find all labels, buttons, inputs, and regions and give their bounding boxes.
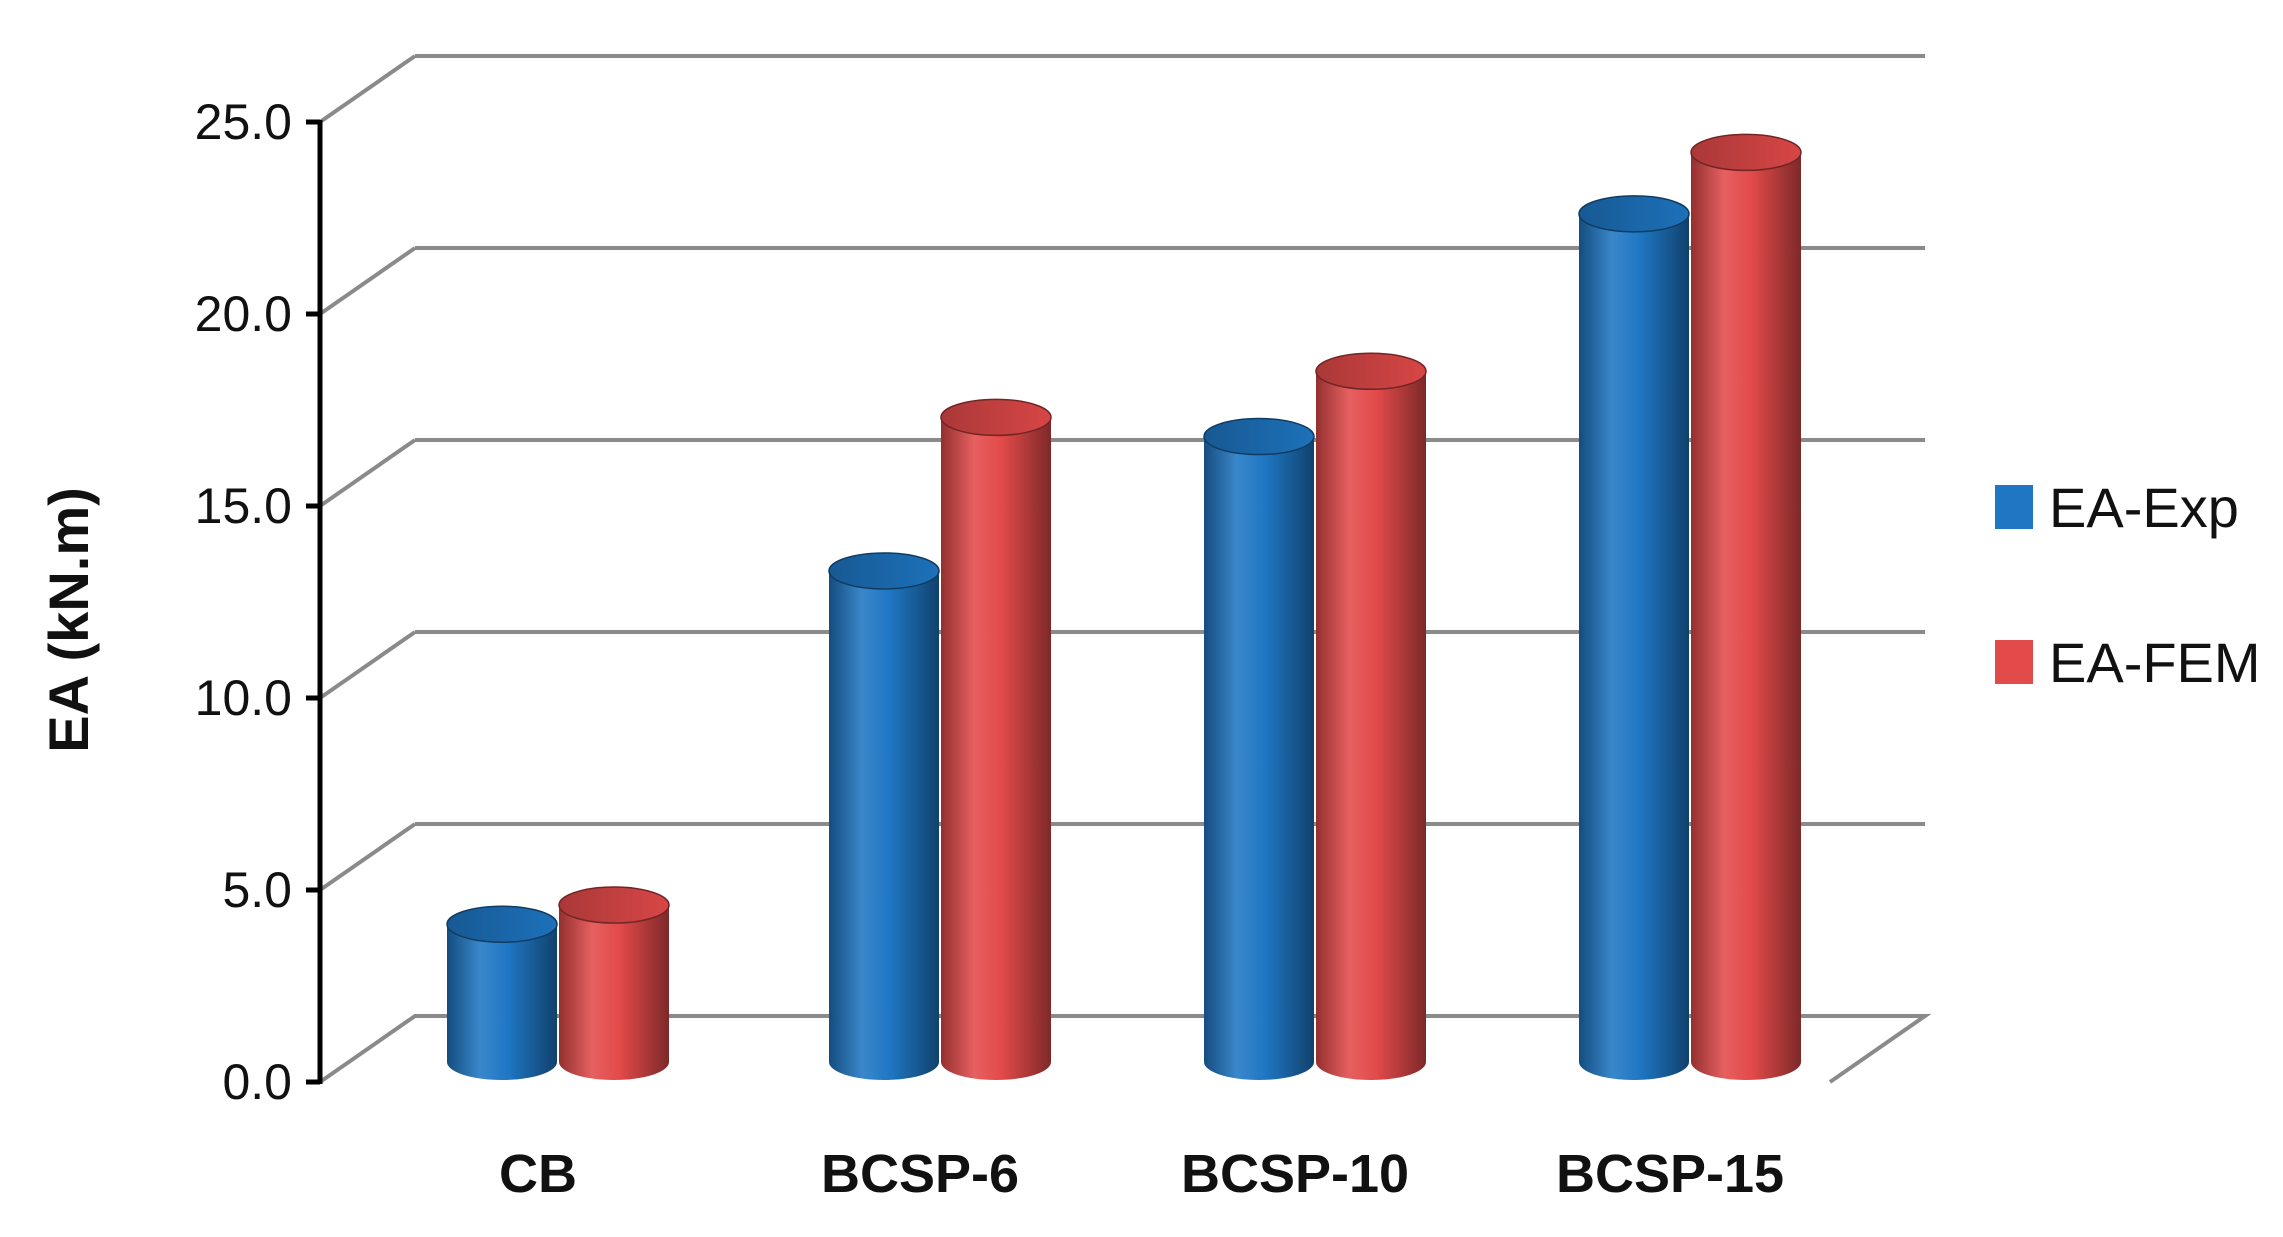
y-tick-label: 20.0 bbox=[195, 286, 292, 342]
y-axis bbox=[306, 119, 323, 1085]
bar-ea-fem-cb bbox=[558, 886, 670, 1080]
legend-item-ea-fem: EA-FEM bbox=[1995, 631, 2261, 694]
cylinder-top bbox=[1203, 417, 1315, 456]
legend-label: EA-FEM bbox=[2049, 631, 2261, 694]
x-tick-label: BCSP-10 bbox=[1181, 1144, 1409, 1204]
bar-ea-fem-bcsp-15 bbox=[1690, 133, 1802, 1080]
cylinder-body bbox=[559, 905, 669, 1080]
y-tick-label: 10.0 bbox=[195, 670, 292, 726]
y-tick-label: 25.0 bbox=[195, 94, 292, 150]
legend-swatch bbox=[1995, 640, 2033, 684]
bar-ea-exp-bcsp-6 bbox=[828, 552, 940, 1080]
cylinder-body bbox=[941, 417, 1051, 1080]
y-axis-title: EA (kN.m) bbox=[37, 487, 100, 753]
bar-ea-exp-bcsp-15 bbox=[1578, 195, 1690, 1081]
cylinder-top bbox=[1315, 352, 1427, 391]
gridline-diagonal bbox=[318, 438, 417, 508]
cylinder-top bbox=[828, 552, 940, 590]
bar-ea-fem-bcsp-6 bbox=[940, 398, 1052, 1080]
cylinder-body bbox=[1316, 371, 1426, 1080]
cylinder-top bbox=[1690, 133, 1802, 172]
gridline-diagonal bbox=[318, 54, 417, 124]
cylinder-top bbox=[558, 886, 670, 924]
cylinder-top bbox=[940, 398, 1052, 437]
cylinder-top bbox=[446, 905, 558, 943]
x-tick-label: CB bbox=[499, 1144, 577, 1204]
x-tick-label: BCSP-6 bbox=[821, 1144, 1019, 1204]
gridline-diagonal bbox=[318, 246, 417, 316]
y-tick-label: 0.0 bbox=[222, 1054, 292, 1110]
legend-item-ea-exp: EA-Exp bbox=[1995, 476, 2239, 539]
gridline-diagonal bbox=[318, 630, 417, 700]
cylinder-body bbox=[1204, 436, 1314, 1080]
cylinder-body bbox=[1691, 152, 1801, 1080]
legend-swatch bbox=[1995, 485, 2033, 529]
chart-floor bbox=[318, 1014, 1932, 1084]
y-tick-label: 15.0 bbox=[195, 478, 292, 534]
cylinder-top bbox=[1578, 195, 1690, 233]
bar-ea-exp-bcsp-10 bbox=[1203, 417, 1315, 1080]
cylinder-body bbox=[447, 924, 557, 1080]
legend: EA-Exp EA-FEM bbox=[1995, 476, 2261, 694]
bar-ea-exp-cb bbox=[446, 905, 558, 1080]
cylinder-body bbox=[829, 570, 939, 1080]
cylinder-body bbox=[1579, 213, 1689, 1081]
bars bbox=[446, 133, 1802, 1081]
x-tick-label: BCSP-15 bbox=[1556, 1144, 1784, 1204]
legend-label: EA-Exp bbox=[2049, 476, 2239, 539]
y-tick-label: 5.0 bbox=[222, 862, 292, 918]
bar-ea-fem-bcsp-10 bbox=[1315, 352, 1427, 1080]
gridline-diagonal bbox=[318, 822, 417, 892]
axis-labels: 0.0 5.0 10.0 15.0 20.0 25.0 EA (kN.m) CB BCSP-6 B… bbox=[37, 94, 1784, 1204]
